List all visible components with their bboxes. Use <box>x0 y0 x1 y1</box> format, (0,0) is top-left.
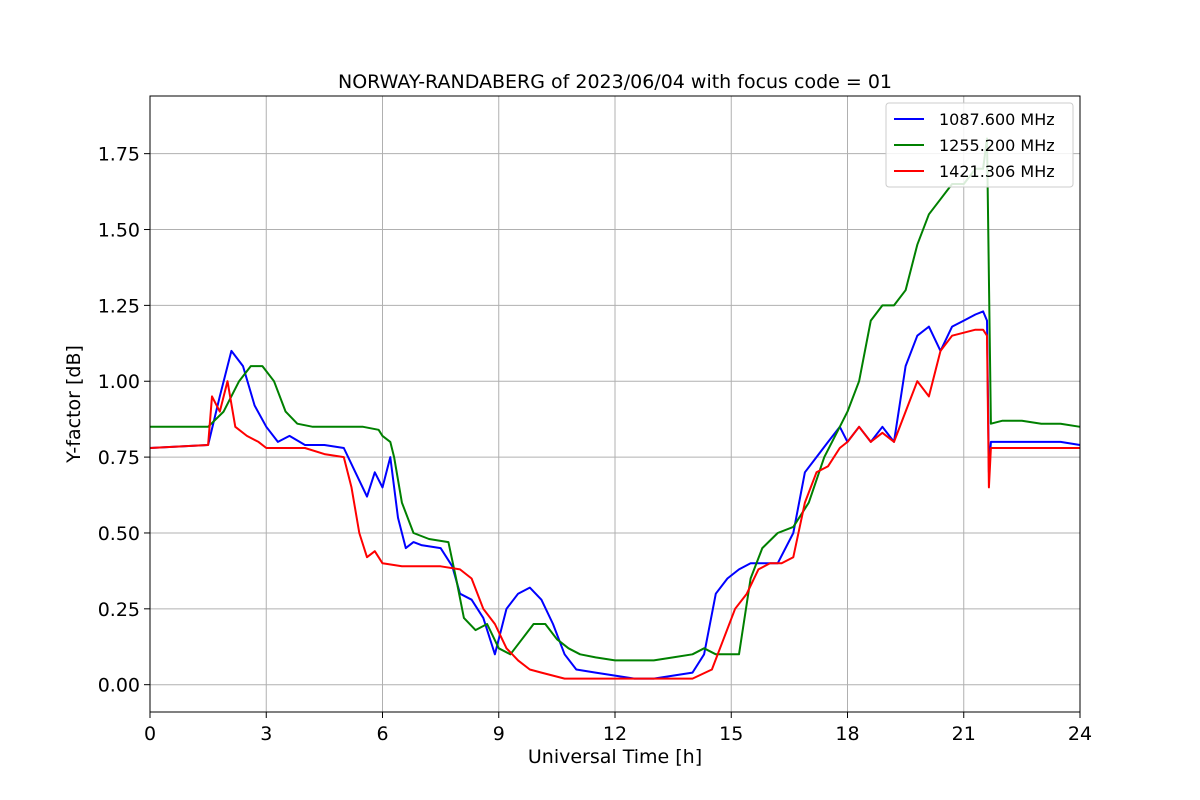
x-axis-label: Universal Time [h] <box>528 746 702 768</box>
y-tick-label: 0.25 <box>98 599 140 621</box>
y-tick-label: 0.50 <box>98 523 140 545</box>
x-tick-label: 15 <box>719 723 743 745</box>
series-line-1 <box>150 137 1081 662</box>
y-tick-label: 0.00 <box>98 675 140 697</box>
y-tick-label: 1.25 <box>98 295 140 317</box>
legend-label: 1421.306 MHz <box>939 162 1055 181</box>
x-axis: 0 3 6 9 12 15 18 21 24 <box>144 712 1092 745</box>
y-tick-label: 1.75 <box>98 144 140 166</box>
x-tick-label: 24 <box>1068 723 1092 745</box>
legend-box <box>885 102 1074 188</box>
legend-label: 1087.600 MHz <box>939 110 1055 129</box>
series-group <box>149 137 1081 680</box>
y-tick-label: 0.75 <box>98 447 140 469</box>
x-tick-label: 12 <box>603 723 627 745</box>
x-tick-label: 21 <box>952 723 976 745</box>
y-axis-label: Y-factor [dB] <box>63 345 85 464</box>
y-tick-label: 1.00 <box>98 371 140 393</box>
x-tick-label: 18 <box>835 723 859 745</box>
x-tick-label: 3 <box>260 723 272 745</box>
y-tick-label: 1.50 <box>98 220 140 242</box>
legend: 1087.600 MHz 1255.200 MHz 1421.306 MHz <box>885 102 1074 188</box>
y-axis: 0.00 0.25 0.50 0.75 1.00 1.25 1.50 1.75 <box>98 144 150 697</box>
chart-title: NORWAY-RANDABERG of 2023/06/04 with focu… <box>338 71 892 93</box>
legend-label: 1255.200 MHz <box>939 136 1055 155</box>
x-tick-label: 0 <box>144 723 156 745</box>
x-tick-label: 6 <box>376 723 388 745</box>
series-line-2 <box>149 328 1080 680</box>
x-tick-label: 9 <box>493 723 505 745</box>
